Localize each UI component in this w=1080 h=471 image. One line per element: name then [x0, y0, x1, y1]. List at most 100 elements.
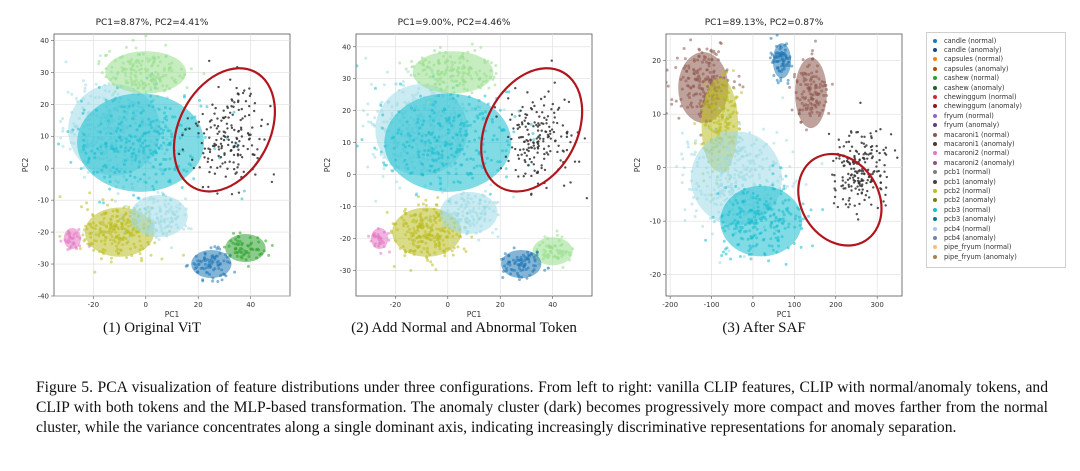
data-point [181, 148, 184, 151]
data-point [787, 198, 791, 202]
data-point [103, 212, 107, 216]
data-point [67, 233, 71, 237]
data-point [416, 152, 420, 156]
y-tick-label: -10 [650, 218, 661, 226]
legend-item: macaroni2 (anomaly) [933, 158, 1061, 167]
data-point [142, 172, 146, 176]
data-point [406, 132, 410, 136]
data-point [429, 260, 433, 264]
data-point [131, 104, 135, 108]
data-point [523, 140, 526, 143]
legend-item: candle (normal) [933, 36, 1061, 45]
data-point [131, 38, 135, 42]
data-point [853, 154, 856, 158]
data-point [89, 94, 93, 98]
data-point [472, 119, 476, 123]
data-point [740, 175, 744, 179]
data-point [764, 200, 768, 204]
data-point [193, 115, 197, 119]
data-point [173, 78, 177, 82]
data-point [169, 225, 173, 229]
data-point [399, 132, 403, 136]
data-point [157, 125, 161, 129]
data-point [205, 128, 209, 131]
data-point [758, 148, 762, 152]
data-point [220, 144, 224, 148]
data-point [408, 227, 412, 231]
data-point [134, 75, 138, 79]
data-point [656, 71, 659, 74]
data-point [128, 232, 132, 236]
data-point [680, 87, 684, 91]
data-point [728, 160, 732, 164]
data-point [117, 219, 121, 223]
data-point [157, 146, 161, 150]
data-point [473, 138, 477, 142]
data-point [444, 116, 448, 120]
data-point [162, 68, 166, 72]
data-point [827, 132, 831, 136]
data-point [793, 72, 797, 76]
data-point [683, 218, 687, 222]
data-point [196, 263, 200, 267]
data-point [225, 255, 229, 259]
data-point [149, 73, 153, 77]
data-point [523, 263, 527, 267]
data-point [710, 58, 714, 62]
data-point [143, 212, 147, 216]
data-point [465, 205, 469, 209]
data-point [234, 242, 238, 246]
data-point [477, 207, 481, 211]
data-point [481, 116, 485, 120]
data-point [499, 167, 503, 170]
data-point [521, 123, 524, 126]
data-point [235, 254, 239, 258]
data-point [181, 133, 184, 137]
data-point [374, 199, 378, 203]
data-point [405, 230, 409, 234]
data-point [155, 118, 159, 122]
data-point [270, 180, 274, 184]
data-point [218, 130, 221, 133]
data-point [109, 131, 113, 135]
data-point [436, 122, 440, 126]
x-tick-label: 200 [829, 301, 842, 309]
data-point [717, 119, 721, 123]
data-point [462, 87, 466, 91]
data-point [63, 238, 67, 242]
data-point [541, 257, 545, 261]
data-point [695, 92, 699, 96]
data-point [808, 112, 812, 116]
data-point [160, 257, 164, 261]
data-point [382, 161, 386, 165]
data-point [732, 124, 736, 128]
data-point [129, 78, 133, 82]
data-point [804, 72, 808, 76]
data-point [155, 129, 159, 133]
data-point [465, 120, 469, 124]
data-point [675, 56, 679, 60]
data-point [469, 171, 473, 175]
data-point [735, 212, 739, 216]
data-point [203, 251, 207, 255]
data-point [366, 102, 370, 106]
data-point [110, 242, 114, 246]
data-point [238, 240, 242, 244]
data-point [728, 121, 732, 125]
data-point [387, 238, 391, 242]
data-point [142, 131, 146, 135]
data-point [412, 252, 416, 256]
data-point [237, 144, 240, 147]
data-point [527, 260, 531, 264]
data-point [883, 152, 887, 155]
data-point [200, 141, 204, 145]
data-point [755, 242, 759, 246]
y-tick-label: 10 [40, 133, 49, 141]
data-point [825, 88, 829, 92]
data-point [507, 135, 510, 139]
x-tick-label: -200 [662, 301, 678, 309]
data-point [822, 93, 826, 97]
data-point [141, 109, 145, 113]
data-point [251, 248, 255, 252]
data-point [782, 184, 786, 188]
